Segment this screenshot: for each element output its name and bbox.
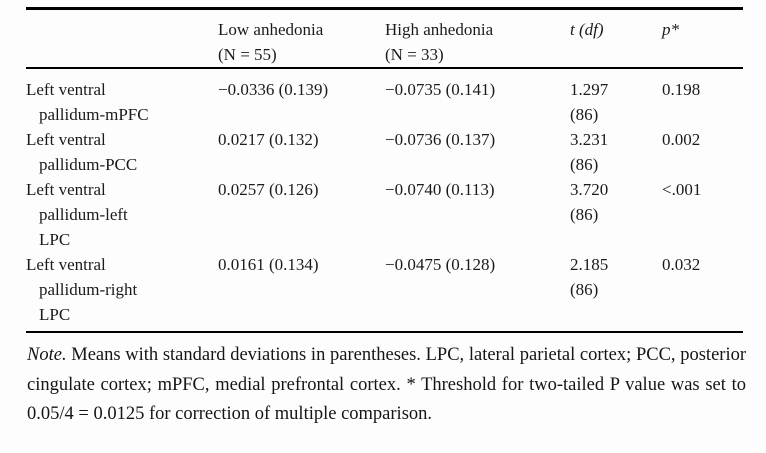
cell-t-value: 2.185 bbox=[570, 255, 609, 274]
header-low-anhedonia: Low anhedonia (N = 55) bbox=[218, 8, 385, 69]
cell-df-value: (86) bbox=[570, 205, 599, 224]
header-empty-cell bbox=[26, 8, 218, 69]
cell-t-df: 3.720 (86) bbox=[570, 177, 662, 252]
cell-t-value: 3.720 bbox=[570, 180, 609, 199]
cell-low-mean-sd: 0.0257 (0.126) bbox=[218, 180, 319, 199]
row-label-line: Left ventral bbox=[26, 255, 106, 274]
row-label-line: Left ventral bbox=[26, 130, 106, 149]
table-note: Note. Means with standard deviations in … bbox=[27, 341, 746, 430]
cell-t-df: 1.297 (86) bbox=[570, 68, 662, 127]
row-label-line: pallidum-right bbox=[39, 280, 138, 299]
row-label-line: pallidum-PCC bbox=[39, 155, 138, 174]
cell-high-mean-sd: −0.0736 (0.137) bbox=[385, 130, 496, 149]
header-t-df: t (df) bbox=[570, 8, 662, 69]
table-header-row: Low anhedonia (N = 55) High anhedonia (N… bbox=[26, 8, 743, 69]
cell-t-value: 3.231 bbox=[570, 130, 609, 149]
cell-p-value: <.001 bbox=[662, 180, 702, 199]
table-row: Left ventral pallidum-PCC 0.0217 (0.132)… bbox=[26, 127, 743, 177]
cell-low-mean-sd: 0.0217 (0.132) bbox=[218, 130, 319, 149]
row-label-line: LPC bbox=[39, 230, 71, 249]
table-row: Left ventral pallidum-right LPC 0.0161 (… bbox=[26, 252, 743, 332]
header-p-value: p* bbox=[662, 8, 743, 69]
header-t-df-label: t (df) bbox=[570, 20, 604, 39]
cell-p-value: 0.032 bbox=[662, 255, 701, 274]
header-high-anhedonia-line2: (N = 33) bbox=[385, 45, 444, 64]
cell-df-value: (86) bbox=[570, 155, 599, 174]
header-high-anhedonia: High anhedonia (N = 33) bbox=[385, 8, 570, 69]
row-label: Left ventral pallidum-mPFC bbox=[26, 68, 218, 127]
row-label: Left ventral pallidum-right LPC bbox=[26, 252, 218, 332]
row-label-line: LPC bbox=[39, 305, 71, 324]
cell-low-mean-sd: 0.0161 (0.134) bbox=[218, 255, 319, 274]
cell-p-value: 0.198 bbox=[662, 80, 701, 99]
cell-df-value: (86) bbox=[570, 105, 599, 124]
row-label: Left ventral pallidum-PCC bbox=[26, 127, 218, 177]
note-text: Means with standard deviations in parent… bbox=[27, 345, 746, 424]
cell-df-value: (86) bbox=[570, 280, 599, 299]
header-p-value-label: p* bbox=[662, 20, 679, 39]
results-table: Low anhedonia (N = 55) High anhedonia (N… bbox=[26, 7, 743, 333]
table-row: Left ventral pallidum-mPFC −0.0336 (0.13… bbox=[26, 68, 743, 127]
cell-high-mean-sd: −0.0475 (0.128) bbox=[385, 255, 496, 274]
row-label-line: pallidum-mPFC bbox=[39, 105, 149, 124]
header-high-anhedonia-line1: High anhedonia bbox=[385, 20, 494, 39]
table-row: Left ventral pallidum-left LPC 0.0257 (0… bbox=[26, 177, 743, 252]
cell-t-df: 3.231 (86) bbox=[570, 127, 662, 177]
cell-t-df: 2.185 (86) bbox=[570, 252, 662, 332]
header-low-anhedonia-line2: (N = 55) bbox=[218, 45, 277, 64]
row-label-line: pallidum-left bbox=[39, 205, 128, 224]
cell-high-mean-sd: −0.0735 (0.141) bbox=[385, 80, 496, 99]
cell-t-value: 1.297 bbox=[570, 80, 609, 99]
header-low-anhedonia-line1: Low anhedonia bbox=[218, 20, 324, 39]
cell-low-mean-sd: −0.0336 (0.139) bbox=[218, 80, 329, 99]
cell-p-value: 0.002 bbox=[662, 130, 701, 149]
row-label-line: Left ventral bbox=[26, 80, 106, 99]
row-label: Left ventral pallidum-left LPC bbox=[26, 177, 218, 252]
note-label: Note. bbox=[27, 345, 67, 365]
row-label-line: Left ventral bbox=[26, 180, 106, 199]
table-container: Low anhedonia (N = 55) High anhedonia (N… bbox=[26, 7, 743, 333]
cell-high-mean-sd: −0.0740 (0.113) bbox=[385, 180, 495, 199]
